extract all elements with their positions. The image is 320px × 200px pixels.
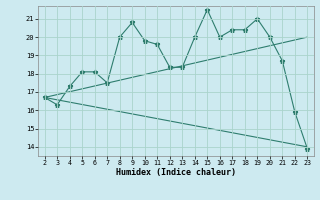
X-axis label: Humidex (Indice chaleur): Humidex (Indice chaleur) <box>116 168 236 177</box>
